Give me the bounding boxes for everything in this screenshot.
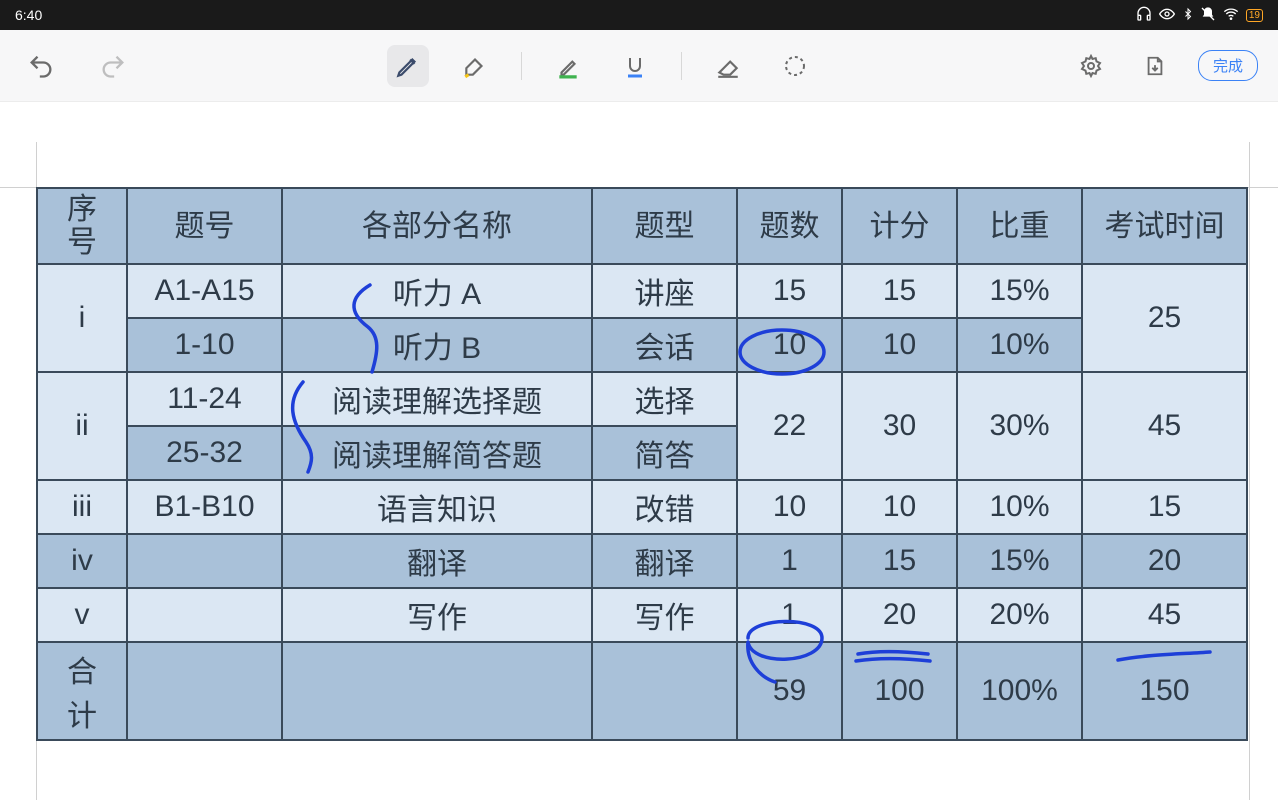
bluetooth-icon bbox=[1182, 6, 1194, 25]
battery-icon: 19 bbox=[1246, 9, 1263, 22]
status-icons: 19 bbox=[1136, 6, 1263, 25]
cell-type: 改错 bbox=[592, 480, 737, 534]
cell-seq: ii bbox=[37, 372, 127, 480]
cell-time: 45 bbox=[1082, 588, 1247, 642]
cell-seq: i bbox=[37, 264, 127, 372]
cell-name: 阅读理解选择题 bbox=[282, 372, 592, 426]
cell-total-time: 150 bbox=[1082, 642, 1247, 740]
cell-wt: 20% bbox=[957, 588, 1082, 642]
cell-total-wt: 100% bbox=[957, 642, 1082, 740]
cell-seq: iii bbox=[37, 480, 127, 534]
cell-time: 20 bbox=[1082, 534, 1247, 588]
cell-score: 10 bbox=[842, 480, 957, 534]
cell-type: 讲座 bbox=[592, 264, 737, 318]
cell-type: 选择 bbox=[592, 372, 737, 426]
col-header-wt: 比重 bbox=[957, 188, 1082, 264]
toolbar-separator bbox=[521, 52, 522, 80]
settings-button[interactable] bbox=[1070, 45, 1112, 87]
cell-cnt: 1 bbox=[737, 588, 842, 642]
cell-name: 翻译 bbox=[282, 534, 592, 588]
battery-percent: 19 bbox=[1249, 10, 1260, 21]
cell-cnt: 10 bbox=[737, 480, 842, 534]
cell-cnt: 10 bbox=[737, 318, 842, 372]
cell-total-score: 100 bbox=[842, 642, 957, 740]
cell-type: 写作 bbox=[592, 588, 737, 642]
cell-wt: 10% bbox=[957, 480, 1082, 534]
cell-score: 20 bbox=[842, 588, 957, 642]
cell-seq: v bbox=[37, 588, 127, 642]
cell-cnt: 22 bbox=[737, 372, 842, 480]
lasso-tool-button[interactable] bbox=[774, 45, 816, 87]
status-time: 6:40 bbox=[15, 7, 42, 23]
cell-qno: 1-10 bbox=[127, 318, 282, 372]
cell-wt: 30% bbox=[957, 372, 1082, 480]
cell-qno: 11-24 bbox=[127, 372, 282, 426]
cell-score: 30 bbox=[842, 372, 957, 480]
cell-score: 15 bbox=[842, 264, 957, 318]
cell-score: 15 bbox=[842, 534, 957, 588]
cell-type: 翻译 bbox=[592, 534, 737, 588]
toolbar-separator bbox=[681, 52, 682, 80]
cell-time: 45 bbox=[1082, 372, 1247, 480]
highlighter-tool-button[interactable] bbox=[454, 45, 496, 87]
export-button[interactable] bbox=[1134, 45, 1176, 87]
cell-type: 会话 bbox=[592, 318, 737, 372]
silent-icon bbox=[1200, 6, 1216, 25]
cell-qno bbox=[127, 588, 282, 642]
cell-name: 听力 A bbox=[282, 264, 592, 318]
cell-total-cnt: 59 bbox=[737, 642, 842, 740]
cell-total-label: 合计 bbox=[37, 642, 127, 740]
eraser-tool-button[interactable] bbox=[707, 45, 749, 87]
cell-qno: A1-A15 bbox=[127, 264, 282, 318]
col-header-qno: 题号 bbox=[127, 188, 282, 264]
col-header-cnt: 题数 bbox=[737, 188, 842, 264]
col-header-time: 考试时间 bbox=[1082, 188, 1247, 264]
done-button[interactable]: 完成 bbox=[1198, 50, 1258, 81]
cell-name: 阅读理解简答题 bbox=[282, 426, 592, 480]
exam-table: 序号 题号 各部分名称 题型 题数 计分 比重 考试时间 i A1-A15 听力… bbox=[36, 187, 1246, 741]
cell-time: 15 bbox=[1082, 480, 1247, 534]
cell-empty bbox=[127, 642, 282, 740]
toolbar: 完成 bbox=[0, 30, 1278, 102]
cell-name: 听力 B bbox=[282, 318, 592, 372]
cell-type: 简答 bbox=[592, 426, 737, 480]
redo-button[interactable] bbox=[92, 45, 134, 87]
eye-icon bbox=[1158, 6, 1176, 25]
cell-time: 25 bbox=[1082, 264, 1247, 372]
col-header-seq: 序号 bbox=[37, 188, 127, 264]
undo-button[interactable] bbox=[20, 45, 62, 87]
wifi-icon bbox=[1222, 6, 1240, 25]
cell-empty bbox=[592, 642, 737, 740]
page-guide-v bbox=[1249, 142, 1250, 800]
col-header-name: 各部分名称 bbox=[282, 188, 592, 264]
cell-cnt: 1 bbox=[737, 534, 842, 588]
headphones-icon bbox=[1136, 6, 1152, 25]
cell-empty bbox=[282, 642, 592, 740]
status-bar: 6:40 19 bbox=[0, 0, 1278, 30]
col-header-type: 题型 bbox=[592, 188, 737, 264]
cell-name: 写作 bbox=[282, 588, 592, 642]
cell-wt: 15% bbox=[957, 264, 1082, 318]
cell-cnt: 15 bbox=[737, 264, 842, 318]
cell-seq: iv bbox=[37, 534, 127, 588]
cell-wt: 10% bbox=[957, 318, 1082, 372]
cell-score: 10 bbox=[842, 318, 957, 372]
underline-tool-button[interactable] bbox=[614, 45, 656, 87]
cell-qno: 25-32 bbox=[127, 426, 282, 480]
document-canvas[interactable]: 序号 题号 各部分名称 题型 题数 计分 比重 考试时间 i A1-A15 听力… bbox=[0, 102, 1278, 800]
col-header-score: 计分 bbox=[842, 188, 957, 264]
pen-tool-button[interactable] bbox=[387, 45, 429, 87]
highlighter-green-button[interactable] bbox=[547, 45, 589, 87]
cell-qno: B1-B10 bbox=[127, 480, 282, 534]
cell-wt: 15% bbox=[957, 534, 1082, 588]
cell-name: 语言知识 bbox=[282, 480, 592, 534]
cell-qno bbox=[127, 534, 282, 588]
